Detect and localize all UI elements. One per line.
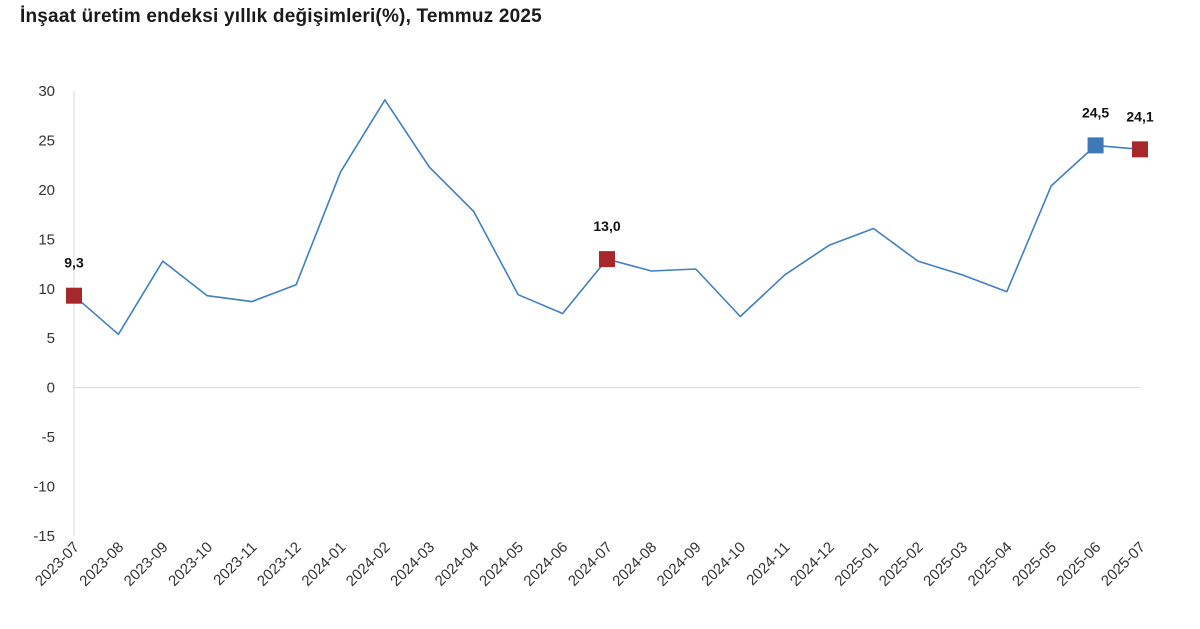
x-tick-label: 2024-11 (743, 539, 793, 589)
x-tick-label: 2023-07 (32, 539, 83, 590)
x-tick-label: 2024-04 (432, 539, 483, 590)
x-tick-label: 2024-05 (476, 539, 527, 590)
data-labels: 9,3 13,0 24,5 24,1 (64, 104, 1154, 270)
x-tick-label: 2025-02 (876, 539, 927, 590)
x-axis: 2023-072023-082023-092023-102023-112023-… (32, 539, 1149, 590)
highlight-markers (66, 137, 1148, 304)
y-tick-label: -5 (42, 429, 55, 446)
x-tick-label: 2025-05 (1009, 539, 1060, 590)
chart-title: İnşaat üretim endeksi yıllık değişimleri… (20, 6, 542, 27)
series-group (73, 99, 1141, 336)
x-tick-label: 2023-10 (165, 539, 216, 590)
y-tick-label: -15 (33, 528, 55, 545)
y-tick-label: 30 (38, 83, 55, 100)
x-tick-label: 2025-07 (1098, 539, 1149, 590)
highlight-marker (1132, 141, 1148, 158)
x-tick-label: 2023-09 (121, 539, 172, 590)
highlight-marker (1087, 137, 1104, 154)
highlight-marker (599, 251, 615, 268)
y-axis: 30 25 20 15 10 5 0 -5 -10 -15 (33, 83, 75, 545)
x-tick-label: 2025-04 (965, 539, 1016, 590)
series-line (73, 99, 1141, 336)
x-tick-label: 2024-07 (565, 539, 616, 590)
x-tick-label: 2023-12 (254, 539, 305, 590)
y-tick-label: 5 (47, 330, 55, 347)
data-label: 24,1 (1126, 108, 1153, 124)
y-tick-label: 20 (38, 182, 55, 199)
x-tick-label: 2023-08 (76, 539, 127, 590)
y-tick-label: 15 (38, 231, 55, 248)
highlight-marker (66, 287, 82, 304)
data-label: 24,5 (1082, 104, 1109, 120)
data-label: 13,0 (593, 218, 620, 234)
x-tick-label: 2023-11 (210, 539, 260, 589)
x-tick-label: 2024-12 (787, 539, 838, 590)
x-tick-label: 2024-09 (654, 539, 705, 590)
x-tick-label: 2024-10 (698, 539, 749, 590)
y-tick-label: 25 (38, 132, 55, 149)
x-tick-label: 2024-01 (298, 539, 349, 590)
x-tick-label: 2024-08 (609, 539, 660, 590)
y-tick-label: 0 (47, 380, 55, 397)
x-tick-label: 2024-06 (520, 539, 571, 590)
y-tick-label: -10 (33, 479, 55, 496)
x-tick-label: 2024-02 (343, 539, 394, 590)
data-label: 9,3 (64, 255, 84, 271)
x-tick-label: 2024-03 (387, 539, 438, 590)
x-tick-label: 2025-03 (920, 539, 971, 590)
x-tick-label: 2025-01 (831, 539, 882, 590)
y-tick-label: 10 (38, 281, 55, 298)
x-tick-label: 2025-06 (1053, 539, 1104, 590)
